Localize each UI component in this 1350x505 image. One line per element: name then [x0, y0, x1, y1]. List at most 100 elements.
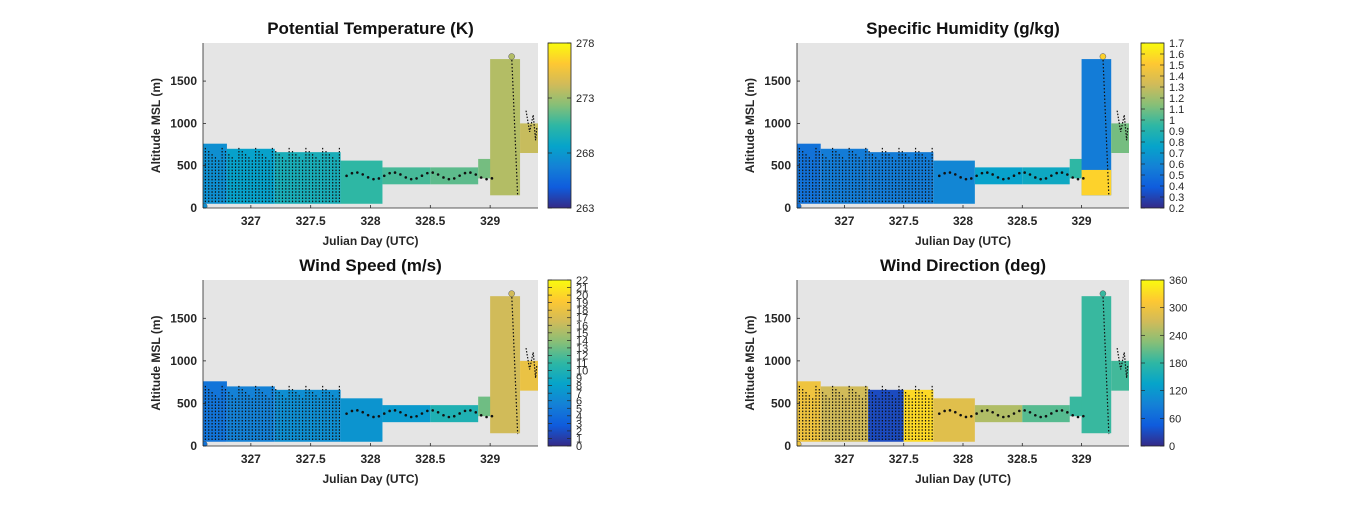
colorbar-tick-label: 0.7 — [1169, 148, 1184, 160]
track-point — [452, 414, 456, 418]
track-point — [991, 410, 994, 414]
flight-track — [203, 290, 538, 446]
y-tick-label: 0 — [784, 439, 791, 453]
track-point — [463, 171, 467, 175]
track-point — [980, 409, 984, 413]
track-point — [361, 173, 365, 176]
x-axis-label: Julian Day (UTC) — [915, 472, 1011, 486]
track-point — [388, 171, 391, 175]
track-marker — [797, 441, 802, 446]
track-point — [1071, 414, 1074, 417]
track-point — [1002, 177, 1005, 181]
track-point — [975, 412, 978, 415]
track-point — [948, 409, 952, 412]
track-marker — [508, 53, 515, 60]
colorbar-tick-label: 300 — [1169, 303, 1187, 315]
colorbar-tick-label: 5 — [576, 403, 582, 415]
track-point — [1071, 176, 1074, 179]
track-point — [372, 415, 375, 419]
track-point — [959, 413, 962, 417]
data-layer — [797, 290, 1129, 446]
data-segment — [1022, 167, 1070, 185]
colorbar-tick-label: 2 — [576, 426, 582, 438]
colorbar-tick-label: 8 — [576, 381, 582, 393]
flight-track — [203, 53, 538, 208]
track-point — [1055, 171, 1058, 175]
y-tick-label: 1000 — [170, 354, 197, 368]
track-point — [986, 409, 989, 412]
track-point — [1028, 173, 1032, 176]
x-tick-label: 327.5 — [889, 214, 919, 228]
track-point — [1002, 415, 1005, 419]
flight-track — [797, 53, 1129, 208]
x-axis-label: Julian Day (UTC) — [322, 234, 418, 248]
data-segment — [520, 360, 538, 391]
x-tick-label: 327 — [241, 452, 261, 466]
track-point — [1076, 177, 1080, 181]
track-point — [943, 171, 946, 175]
x-tick-label: 329 — [1072, 214, 1092, 228]
track-point — [953, 410, 957, 414]
colorbar-tick-label: 1 — [1169, 115, 1175, 127]
track-point — [1055, 409, 1058, 413]
data-segment — [1081, 296, 1112, 434]
x-tick-label: 327.5 — [296, 214, 326, 228]
track-point — [409, 415, 413, 419]
colorbar-tick-label: 16 — [576, 320, 588, 332]
x-tick-label: 327.5 — [889, 452, 919, 466]
track-point — [420, 412, 424, 415]
colorbar-tick-label: 1 — [576, 433, 582, 445]
track-point — [356, 409, 359, 412]
track-point — [393, 409, 397, 412]
colorbar-gradient — [547, 42, 572, 209]
track-point — [469, 409, 472, 412]
track-point — [1082, 414, 1085, 418]
colorbar: 263 268 273 278 — [547, 38, 594, 215]
colorbar-tick-label: 0.6 — [1169, 159, 1184, 171]
track-point — [485, 177, 488, 181]
track-point — [991, 173, 994, 176]
x-tick-label: 328 — [360, 214, 380, 228]
track-point — [469, 171, 472, 174]
data-segment — [490, 296, 521, 434]
track-marker — [1099, 53, 1107, 60]
colorbar-tick-label: 360 — [1169, 275, 1187, 287]
track-point — [361, 410, 365, 414]
track-point — [1050, 412, 1053, 415]
track-marker — [1099, 290, 1107, 297]
track-point — [447, 177, 451, 181]
y-axis-label: Altitude MSL (m) — [743, 315, 757, 410]
track-point — [356, 171, 359, 174]
x-tick-label: 329 — [1072, 452, 1092, 466]
data-layer — [797, 53, 1129, 208]
track-point — [426, 171, 429, 175]
chart-panel: 327 327.5 328 328.5 329 0 500 1000 1500 Wind Dire… — [743, 256, 1187, 486]
track-marker — [508, 290, 515, 297]
track-point — [1044, 177, 1048, 180]
track-ascent — [511, 293, 519, 435]
x-tick-label: 327 — [241, 214, 261, 228]
x-tick-label: 328 — [360, 452, 380, 466]
y-tick-label: 500 — [771, 396, 791, 410]
track-point — [399, 173, 402, 176]
chart-title: Wind Speed (m/s) — [299, 256, 441, 275]
x-tick-label: 328.5 — [415, 214, 445, 228]
colorbar-tick-label: 13 — [576, 343, 588, 355]
track-point — [426, 409, 429, 413]
data-segment — [933, 160, 975, 204]
y-tick-label: 1000 — [764, 116, 791, 130]
track-point — [463, 409, 467, 413]
colorbar-tick-label: 1.6 — [1169, 49, 1184, 61]
chart-panel: 327 327.5 328 328.5 329 0 500 1000 1500 Specific … — [743, 19, 1184, 248]
data-segment — [430, 405, 479, 423]
data-segment — [868, 152, 934, 204]
track-point — [1007, 414, 1010, 418]
track-point — [970, 414, 973, 418]
data-segment — [1111, 123, 1129, 153]
x-axis-label: Julian Day (UTC) — [915, 234, 1011, 248]
colorbar-tick-label: 0.3 — [1169, 192, 1184, 204]
track-point — [943, 409, 946, 413]
